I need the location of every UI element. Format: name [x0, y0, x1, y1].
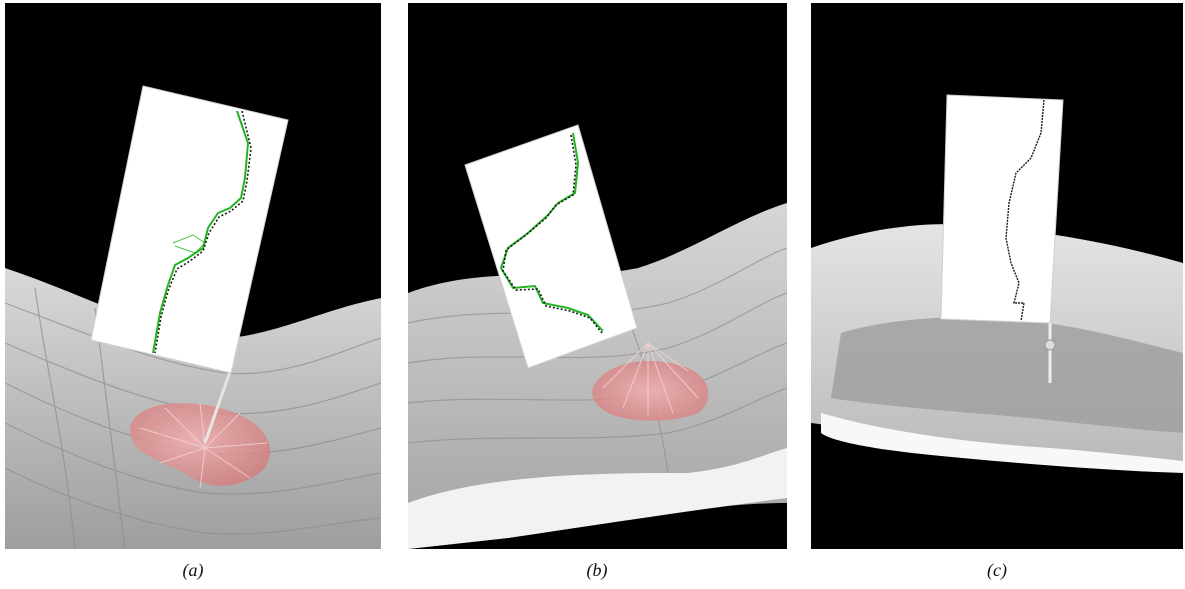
pole-a — [203, 362, 235, 444]
terrain-render-a — [5, 3, 381, 549]
terrain-render-b — [408, 3, 787, 549]
panel-c-render — [811, 3, 1183, 549]
panel-b-render — [408, 3, 787, 549]
terrain-surface-b — [408, 203, 787, 549]
terrain-render-c — [811, 3, 1183, 549]
trace-secondary-a — [152, 110, 250, 354]
floating-panel-b — [464, 124, 638, 369]
pole-joint-c — [1044, 339, 1056, 351]
footprint-fan-a — [130, 402, 270, 489]
caption-b: (b) — [586, 560, 608, 580]
caption-c: (c) — [987, 560, 1007, 580]
trace-primary-c — [1005, 99, 1045, 322]
terrain-hole-c — [831, 317, 1183, 433]
floating-panel-a — [90, 85, 289, 374]
caption-a: (a) — [182, 560, 204, 580]
terrain-rim-b — [408, 448, 787, 549]
terrain-rim-c — [821, 413, 1183, 473]
footprint-fan-b — [592, 342, 709, 421]
panel-a-render — [5, 3, 381, 549]
trace-primary-b — [502, 134, 603, 334]
floating-panel-c — [940, 94, 1064, 324]
